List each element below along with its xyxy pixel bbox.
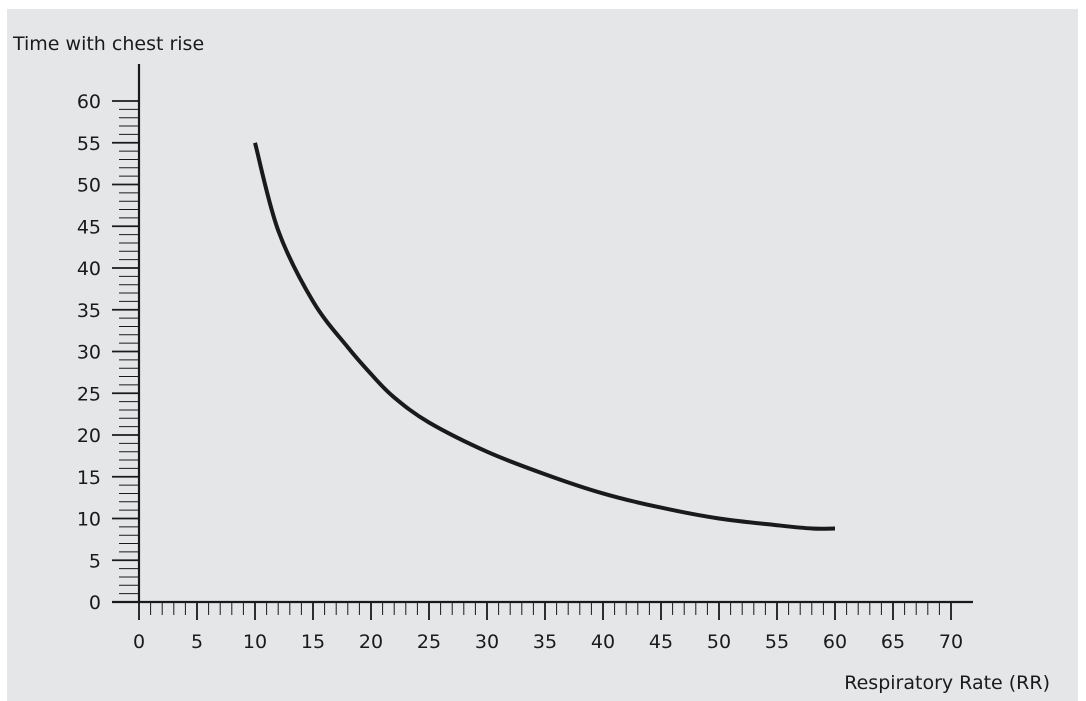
y-tick-label: 55 bbox=[77, 133, 101, 155]
y-axis: 0 5 10 15 20 25 30 35 40 45 50 55 60 bbox=[77, 64, 141, 614]
y-tick-label: 40 bbox=[77, 258, 101, 280]
series bbox=[253, 142, 836, 531]
x-tick-label: 25 bbox=[417, 631, 441, 653]
chart-figure bbox=[7, 9, 1078, 701]
y-tick-label: 5 bbox=[89, 550, 101, 572]
x-tick-label: 0 bbox=[133, 631, 145, 653]
y-tick-label: 25 bbox=[77, 383, 101, 405]
y-tick-label: 50 bbox=[77, 175, 101, 197]
y-tick-label: 35 bbox=[77, 300, 101, 322]
x-tick-label: 30 bbox=[475, 631, 499, 653]
x-axis-title: Respiratory Rate (RR) bbox=[844, 672, 1050, 694]
y-tick-label: 20 bbox=[77, 425, 101, 447]
x-tick-label: 55 bbox=[765, 631, 789, 653]
x-tick-label: 60 bbox=[823, 631, 847, 653]
x-tick-label: 50 bbox=[707, 631, 731, 653]
x-axis: 0 5 10 15 20 25 30 35 40 45 50 55 60 65 70 bbox=[112, 600, 973, 653]
x-tick-label: 70 bbox=[939, 631, 963, 653]
y-tick-label: 30 bbox=[77, 342, 101, 364]
series-line bbox=[253, 142, 836, 531]
x-tick-label: 35 bbox=[533, 631, 557, 653]
y-tick-label: 0 bbox=[89, 592, 101, 614]
y-tick-label: 60 bbox=[77, 91, 101, 113]
y-tick-label: 10 bbox=[77, 509, 101, 531]
x-tick-label: 40 bbox=[591, 631, 615, 653]
x-tick-label: 45 bbox=[649, 631, 673, 653]
x-tick-label: 10 bbox=[243, 631, 267, 653]
y-axis-title: Time with chest rise bbox=[12, 33, 204, 55]
x-tick-label: 5 bbox=[191, 631, 203, 653]
y-tick-label: 45 bbox=[77, 216, 101, 238]
y-tick-label: 15 bbox=[77, 467, 101, 489]
x-tick-label: 65 bbox=[881, 631, 905, 653]
x-tick-label: 20 bbox=[359, 631, 383, 653]
x-tick-label: 15 bbox=[301, 631, 325, 653]
